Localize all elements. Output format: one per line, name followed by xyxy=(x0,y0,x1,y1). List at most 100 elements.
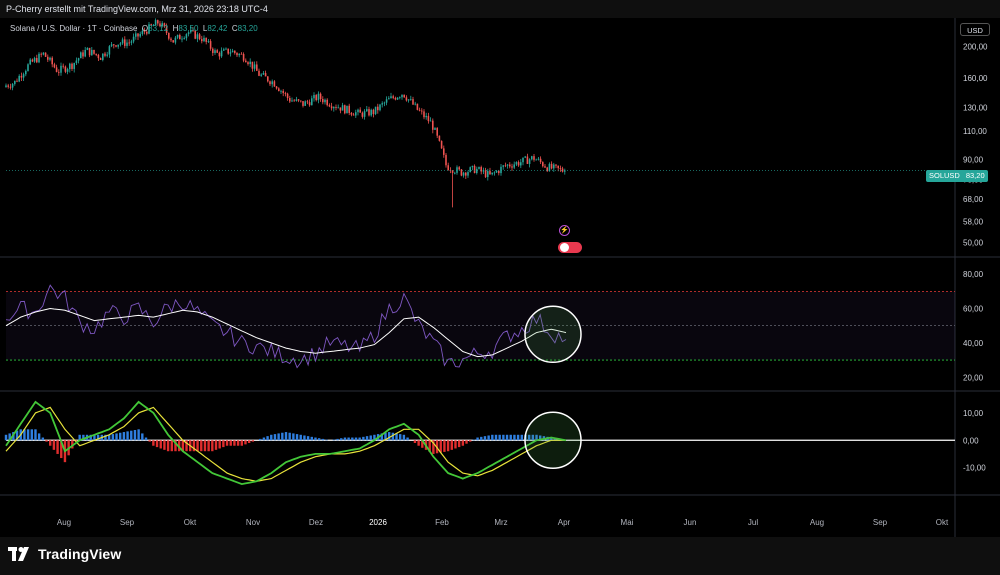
price-tag-symbol: SOLUSD xyxy=(929,171,960,180)
candle-body xyxy=(374,106,377,115)
macd-histogram-bar xyxy=(354,437,358,441)
candle-body xyxy=(564,170,566,172)
macd-histogram-bar xyxy=(225,440,229,446)
candle-body xyxy=(412,99,414,105)
candle-body xyxy=(238,53,240,56)
macd-histogram-bar xyxy=(222,440,225,448)
chart-canvas[interactable]: Aug Sep Okt Nov Dez 2026 Feb Mrz Apr Mai Jun Jul Aug… xyxy=(0,18,1000,537)
rsi-axis-tick-label: 60,00 xyxy=(963,305,984,314)
macd-histogram-bar xyxy=(387,432,391,441)
tradingview-logo[interactable]: TradingView xyxy=(8,546,121,562)
macd-histogram-bar xyxy=(292,433,295,441)
candle-body xyxy=(553,164,555,169)
tradingview-logo-icon xyxy=(8,547,29,561)
macd-histogram-bar xyxy=(535,434,538,441)
price-axis-tick-label: 130,00 xyxy=(963,103,988,112)
macd-histogram-bar xyxy=(181,440,185,452)
event-flag-icon[interactable] xyxy=(558,242,582,253)
candle-body xyxy=(209,41,212,49)
event-lightning-icon[interactable]: ⚡ xyxy=(559,225,570,236)
symbol-legend[interactable]: Solana / U.S. Dollar · 1T · Coinbase O83… xyxy=(10,24,258,33)
candle-body xyxy=(97,54,100,59)
candle-body xyxy=(361,112,364,117)
macd-histogram-bar xyxy=(472,439,476,441)
candle-body xyxy=(240,53,243,55)
rsi-ma-line xyxy=(5,307,567,358)
price-tag: SOLUSD 83,20 xyxy=(926,170,988,182)
candle-body xyxy=(214,50,216,53)
price-axis-tick-label: 110,00 xyxy=(963,127,987,136)
macd-histogram-bar xyxy=(417,440,420,446)
macd-histogram-bar xyxy=(15,430,19,441)
macd-histogram-bar xyxy=(122,432,126,441)
candle-body xyxy=(416,103,419,110)
macd-histogram-bar xyxy=(513,434,516,441)
candle-body xyxy=(350,112,353,115)
candle-body xyxy=(130,41,133,43)
candle-body xyxy=(108,46,111,55)
macd-histogram-bar xyxy=(502,434,505,441)
candle-body xyxy=(33,58,36,62)
macd-histogram-bar xyxy=(369,435,372,441)
rsi-line xyxy=(5,284,567,369)
open-label: O xyxy=(141,24,149,33)
macd-histogram-bar xyxy=(498,434,501,441)
candle-body xyxy=(53,64,56,68)
candle-body xyxy=(333,107,335,109)
macd-histogram-bar xyxy=(137,429,140,441)
candle-body xyxy=(163,23,166,27)
candle-body xyxy=(117,44,119,47)
candle-body xyxy=(498,170,500,174)
macd-histogram-bar xyxy=(454,440,457,449)
candle-body xyxy=(183,38,185,39)
candle-body xyxy=(258,70,260,76)
candle-body xyxy=(392,96,394,98)
candle-body xyxy=(161,23,163,27)
candle-body xyxy=(379,104,381,111)
candle-body xyxy=(275,86,278,89)
macd-histogram-bar xyxy=(402,434,406,441)
candle-body xyxy=(451,170,454,173)
macd-histogram-bar xyxy=(487,435,490,441)
candle-body xyxy=(535,159,537,161)
x-axis-tick-label: Apr xyxy=(558,518,571,527)
macd-histogram-bar xyxy=(133,430,137,441)
currency-button[interactable]: USD xyxy=(960,23,990,36)
macd-histogram-bar xyxy=(203,440,207,452)
candle-body xyxy=(5,85,7,88)
candle-body xyxy=(86,47,89,50)
candle-body xyxy=(493,172,496,174)
candle-body xyxy=(335,107,337,108)
macd-histogram-bar xyxy=(185,440,188,452)
macd-histogram-bar xyxy=(553,438,557,441)
candle-body xyxy=(308,102,311,106)
macd-axis-tick-label: -10,00 xyxy=(963,464,986,473)
price-tag-value: 83,20 xyxy=(965,171,985,180)
candle-body xyxy=(60,65,62,73)
macd-histogram-bar xyxy=(483,436,487,441)
macd-histogram-bar xyxy=(461,440,465,446)
candle-body xyxy=(139,33,141,37)
candle-body xyxy=(462,172,465,176)
candle-body xyxy=(253,64,256,69)
candle-body xyxy=(509,164,511,167)
candle-body xyxy=(231,50,234,53)
candle-body xyxy=(377,106,379,111)
candle-body xyxy=(80,52,82,59)
candle-body xyxy=(62,65,64,67)
candle-body xyxy=(359,109,361,113)
macd-histogram-bar xyxy=(284,432,288,441)
macd-histogram-bar xyxy=(365,436,369,441)
macd-histogram-bar xyxy=(104,434,107,441)
macd-histogram-bar xyxy=(428,440,431,452)
candle-body xyxy=(44,52,47,57)
macd-histogram-bar xyxy=(362,436,365,441)
rsi-axis-tick-label: 20,00 xyxy=(963,373,984,382)
chart-area[interactable]: Aug Sep Okt Nov Dez 2026 Feb Mrz Apr Mai Jun Jul Aug… xyxy=(0,18,1000,537)
macd-histogram-bar xyxy=(317,438,321,441)
macd-histogram-bar xyxy=(347,437,350,441)
macd-histogram-bar xyxy=(141,433,144,441)
macd-histogram-bar xyxy=(45,440,48,442)
candle-body xyxy=(480,167,482,172)
candle-body xyxy=(306,101,309,103)
